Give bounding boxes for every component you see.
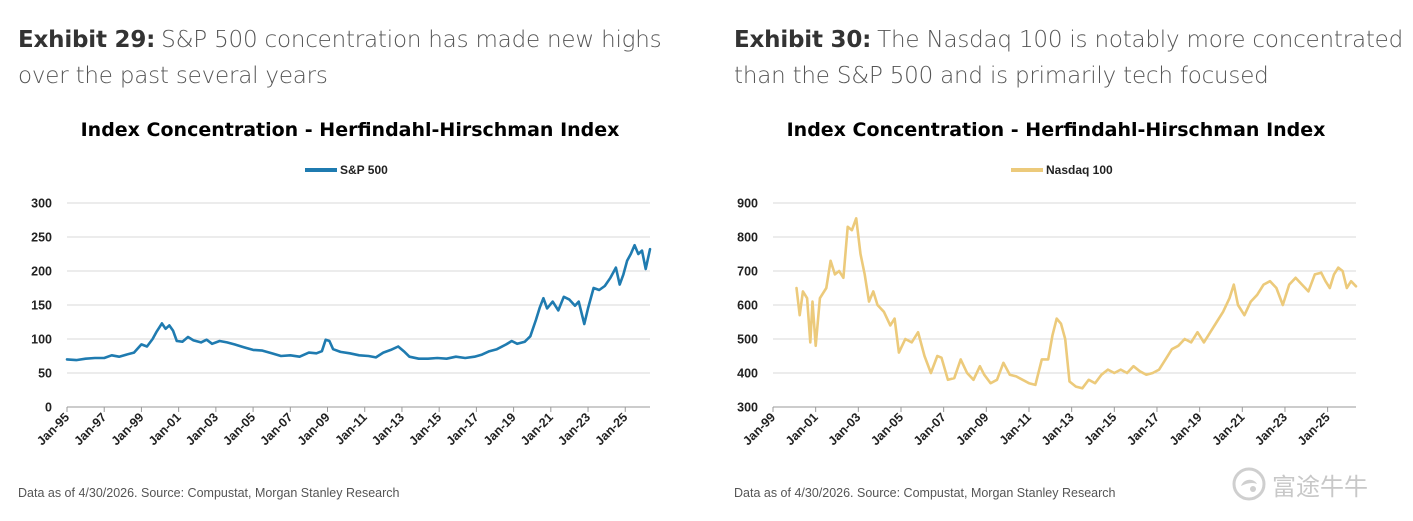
y-tick-label: 500 [737, 333, 758, 347]
x-tick-label: Jan-95 [34, 410, 72, 448]
x-tick-label: Jan-25 [1295, 410, 1333, 448]
sp500-hhi-chart: Index Concentration - Herfindahl-Hirschm… [31, 119, 652, 448]
x-tick-label: Jan-19 [1167, 410, 1205, 448]
x-tick-label: Jan-13 [1039, 410, 1077, 448]
x-tick-label: Jan-17 [444, 410, 482, 448]
exhibit-number: Exhibit 30: [734, 27, 872, 53]
x-tick-label: Jan-21 [1210, 410, 1248, 448]
x-tick-label: Jan-97 [71, 410, 109, 448]
x-tick-label: Jan-03 [183, 410, 221, 448]
x-tick-label: Jan-09 [954, 410, 992, 448]
exhibit-30-title: Exhibit 30: The Nasdaq 100 is notably mor… [734, 22, 1404, 94]
x-tick-label: Jan-01 [146, 410, 184, 448]
x-tick-label: Jan-21 [518, 410, 556, 448]
y-tick-label: 700 [737, 265, 758, 279]
x-tick-label: Jan-15 [406, 410, 444, 448]
legend-label: S&P 500 [340, 163, 388, 177]
x-tick-label: Jan-01 [783, 410, 821, 448]
y-tick-label: 400 [737, 367, 758, 381]
series-line [795, 217, 1358, 390]
x-tick-label: Jan-11 [997, 410, 1034, 447]
exhibit-heading: S&P 500 concentration has made new highs… [18, 27, 662, 89]
y-tick-label: 300 [31, 197, 52, 211]
y-tick-label: 150 [31, 299, 52, 313]
x-tick-label: Jan-17 [1124, 410, 1162, 448]
source-note: Data as of 4/30/2026. Source: Compustat,… [734, 486, 1116, 500]
x-tick-label: Jan-05 [868, 410, 906, 448]
legend: S&P 500 [305, 163, 388, 177]
x-tick-label: Jan-03 [826, 410, 864, 448]
x-tick-label: Jan-99 [109, 410, 147, 448]
x-tick-label: Jan-07 [258, 410, 296, 448]
exhibit-number: Exhibit 29: [18, 27, 156, 53]
x-tick-label: Jan-13 [369, 410, 407, 448]
x-tick-label: Jan-15 [1082, 410, 1120, 448]
legend-label: Nasdaq 100 [1046, 163, 1113, 177]
exhibit-heading: The Nasdaq 100 is notably more concentra… [734, 27, 1404, 89]
futu-logo-icon [1232, 467, 1266, 501]
x-tick-label: Jan-09 [295, 410, 333, 448]
nasdaq100-hhi-chart: Index Concentration - Herfindahl-Hirschm… [737, 119, 1358, 448]
x-tick-label: Jan-05 [220, 410, 258, 448]
watermark: 富途牛牛 [1232, 462, 1402, 506]
exhibit-29-title: Exhibit 29: S&P 500 concentration has mad… [18, 22, 698, 94]
y-tick-label: 800 [737, 231, 758, 245]
x-tick-label: Jan-23 [1252, 410, 1290, 448]
y-tick-label: 50 [38, 367, 52, 381]
x-tick-label: Jan-19 [481, 410, 519, 448]
source-note: Data as of 4/30/2026. Source: Compustat,… [18, 486, 400, 500]
y-tick-label: 200 [31, 265, 52, 279]
chart-title: Index Concentration - Herfindahl-Hirschm… [787, 119, 1326, 141]
x-tick-label: Jan-25 [592, 410, 630, 448]
x-tick-label: Jan-23 [555, 410, 593, 448]
watermark-text: 富途牛牛 [1272, 472, 1368, 501]
y-tick-label: 100 [31, 333, 52, 347]
legend: Nasdaq 100 [1011, 163, 1113, 177]
y-tick-label: 250 [31, 231, 52, 245]
y-tick-label: 300 [737, 401, 758, 415]
y-tick-label: 600 [737, 299, 758, 313]
x-tick-label: Jan-11 [332, 410, 369, 447]
x-tick-label: Jan-99 [740, 410, 778, 448]
y-tick-label: 900 [737, 197, 758, 211]
y-tick-label: 0 [45, 401, 52, 415]
series-line [65, 243, 652, 362]
chart-title: Index Concentration - Herfindahl-Hirschm… [81, 119, 620, 141]
x-tick-label: Jan-07 [911, 410, 949, 448]
